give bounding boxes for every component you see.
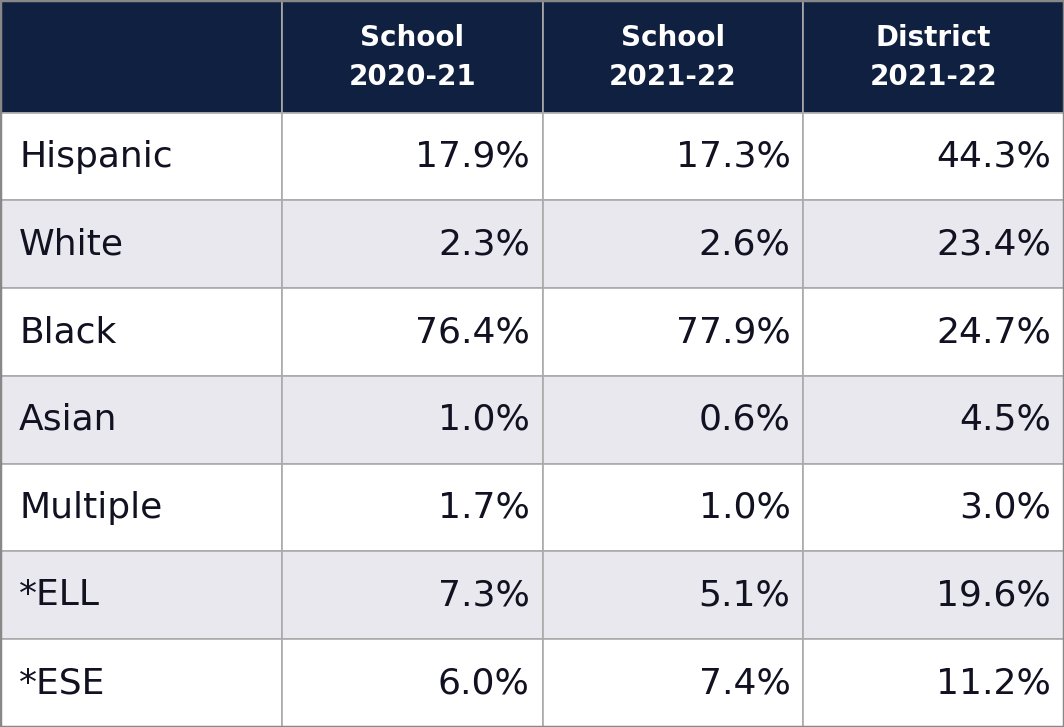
Bar [803,201,1064,288]
Bar [543,201,803,288]
Bar [803,376,1064,464]
Bar [543,639,803,727]
Text: 7.3%: 7.3% [438,579,530,612]
Text: 2021-22: 2021-22 [870,63,997,91]
Text: 44.3%: 44.3% [936,140,1051,174]
Bar [803,552,1064,639]
Text: 17.3%: 17.3% [676,140,791,174]
Bar [543,288,803,376]
Text: 2.3%: 2.3% [438,228,530,261]
Bar [0,113,282,201]
Bar [543,376,803,464]
Text: 7.4%: 7.4% [699,666,791,700]
Bar [282,0,543,113]
Bar [282,464,543,552]
Bar [282,288,543,376]
Text: Hispanic: Hispanic [19,140,172,174]
Text: *ESE: *ESE [19,666,105,700]
Bar [0,288,282,376]
Text: Black: Black [19,315,117,349]
Bar [0,552,282,639]
Text: 24.7%: 24.7% [936,315,1051,349]
Text: 11.2%: 11.2% [936,666,1051,700]
Text: 77.9%: 77.9% [676,315,791,349]
Text: Asian: Asian [19,403,118,437]
Text: 6.0%: 6.0% [438,666,530,700]
Bar [803,0,1064,113]
Bar [803,639,1064,727]
Text: 1.7%: 1.7% [438,491,530,525]
Bar [282,201,543,288]
Bar [282,113,543,201]
Text: 1.0%: 1.0% [438,403,530,437]
Bar [803,464,1064,552]
Text: 17.9%: 17.9% [415,140,530,174]
Text: District: District [876,24,992,52]
Text: 76.4%: 76.4% [415,315,530,349]
Text: 4.5%: 4.5% [960,403,1051,437]
Bar [0,201,282,288]
Text: *ELL: *ELL [19,579,100,612]
Text: 2020-21: 2020-21 [349,63,476,91]
Bar [0,376,282,464]
Bar [282,376,543,464]
Bar [543,0,803,113]
Text: 19.6%: 19.6% [936,579,1051,612]
Bar [543,113,803,201]
Bar [282,639,543,727]
Bar [0,464,282,552]
Text: School: School [621,24,725,52]
Bar [543,552,803,639]
Bar [543,464,803,552]
Text: 0.6%: 0.6% [699,403,791,437]
Text: 5.1%: 5.1% [699,579,791,612]
Text: Multiple: Multiple [19,491,163,525]
Bar [803,288,1064,376]
Bar [282,552,543,639]
Bar [803,113,1064,201]
Text: White: White [19,228,124,261]
Text: School: School [361,24,464,52]
Bar [0,639,282,727]
Bar [0,0,282,113]
Text: 3.0%: 3.0% [960,491,1051,525]
Text: 2.6%: 2.6% [699,228,791,261]
Text: 1.0%: 1.0% [699,491,791,525]
Text: 2021-22: 2021-22 [610,63,736,91]
Text: 23.4%: 23.4% [936,228,1051,261]
